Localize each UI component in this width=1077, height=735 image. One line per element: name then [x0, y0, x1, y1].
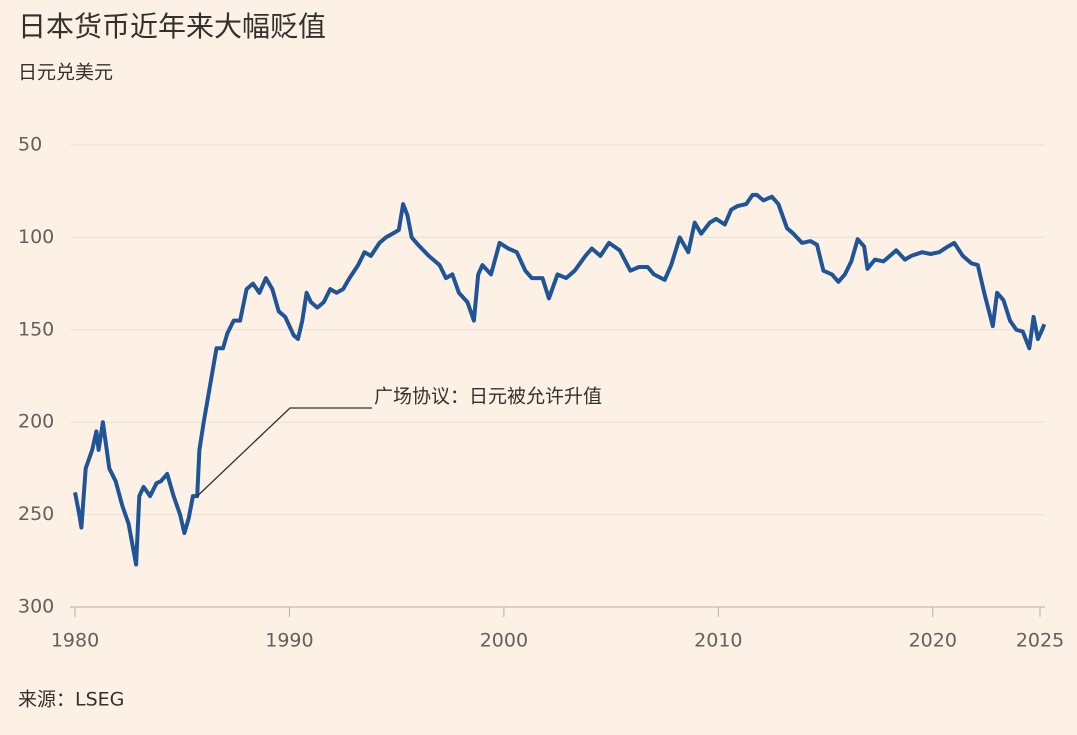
- y-tick-label: 50: [18, 134, 42, 156]
- y-tick-label: 200: [18, 411, 54, 433]
- chart-subtitle: 日元兑美元: [18, 62, 113, 84]
- annotation-line: [196, 407, 372, 497]
- y-tick-label: 300: [18, 596, 54, 618]
- x-tick-label: 2000: [480, 630, 528, 652]
- y-tick-label: 100: [18, 226, 54, 248]
- line-series: [73, 192, 1047, 567]
- source: 来源：LSEG: [18, 689, 124, 711]
- x-tick-label: 2020: [909, 630, 957, 652]
- y-tick-label: 250: [18, 503, 54, 525]
- x-tick-label: 1990: [265, 630, 313, 652]
- annotation-text: 广场协议：日元被允许升值: [374, 386, 602, 408]
- y-tick-label: 150: [18, 318, 54, 340]
- x-tick-label: 2025: [1016, 630, 1064, 652]
- chart-title: 日本货币近年来大幅贬值: [18, 10, 326, 43]
- x-tick-label: 2010: [694, 630, 742, 652]
- x-tick-label: 1980: [51, 630, 99, 652]
